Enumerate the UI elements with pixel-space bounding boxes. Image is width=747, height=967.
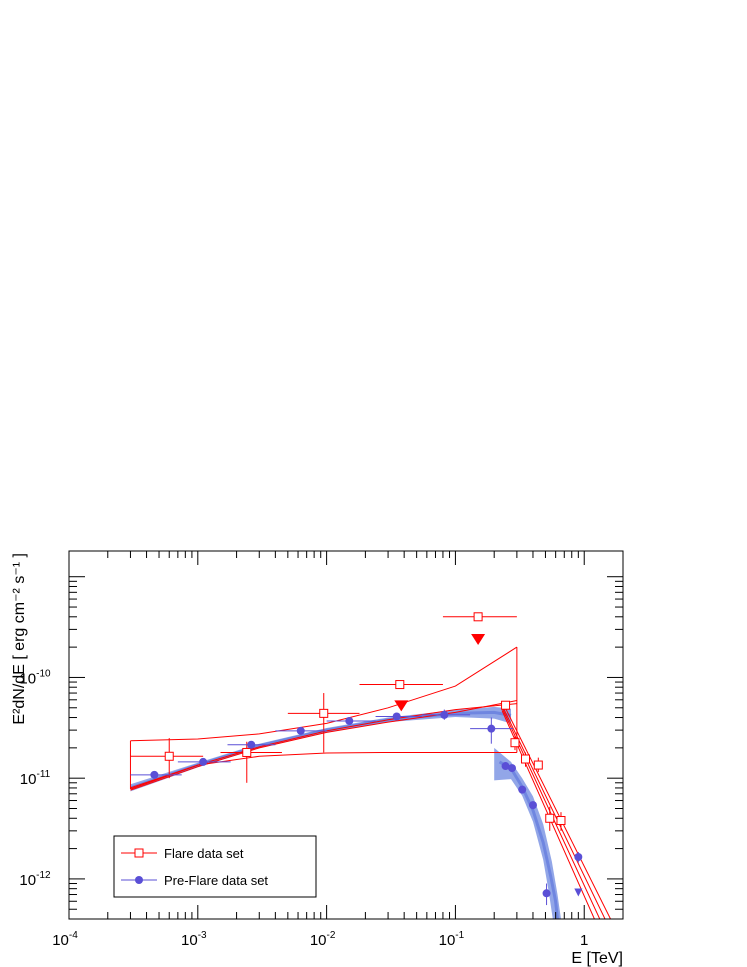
legend-flare-marker xyxy=(134,848,144,858)
preflare-upper-limit-arrow xyxy=(574,888,583,897)
flare-data-point xyxy=(242,747,252,757)
flare-data-point xyxy=(545,813,555,823)
preflare-data-point xyxy=(501,762,510,771)
preflare-data-point xyxy=(440,710,449,719)
axis-ticks xyxy=(68,551,624,920)
preflare-confidence-band xyxy=(130,706,511,792)
flare-data-point xyxy=(510,738,520,748)
plot-frame xyxy=(68,550,624,920)
legend-preflare-marker xyxy=(135,876,143,884)
flare-data-point xyxy=(501,700,511,710)
flare-upper-limit-arrow xyxy=(471,633,486,645)
flare-data-point xyxy=(556,816,566,826)
flare-data-point xyxy=(520,754,530,764)
preflare-data-point xyxy=(345,716,354,725)
legend-preflare-label: Pre-Flare data set xyxy=(164,873,268,888)
flare-data-point xyxy=(164,751,174,761)
flare-data-point xyxy=(473,612,483,622)
preflare-data-point xyxy=(199,757,208,766)
preflare-data-point xyxy=(247,740,256,749)
preflare-data-point xyxy=(392,712,401,721)
flare-upper-limit-arrow xyxy=(394,700,409,712)
preflare-data-point xyxy=(150,770,159,779)
legend: Flare data set Pre-Flare data set xyxy=(113,835,317,898)
preflare-data-point xyxy=(574,853,583,862)
flare-tev-model-line xyxy=(501,701,611,919)
preflare-data-point xyxy=(296,726,305,735)
preflare-data-point xyxy=(518,785,527,794)
y-tick-label: 10-12 xyxy=(19,870,51,889)
x-tick-label: 1 xyxy=(580,932,588,949)
data-points xyxy=(130,612,583,906)
flare-data-point xyxy=(319,708,329,718)
flare-data-point xyxy=(533,760,543,770)
legend-flare-label: Flare data set xyxy=(164,846,244,861)
flare-band-upper-edge xyxy=(130,646,518,742)
y-tick-label: 10-10 xyxy=(19,668,51,687)
flare-data-point xyxy=(395,680,405,690)
preflare-data-point xyxy=(542,889,551,898)
y-tick-label: 10-11 xyxy=(20,769,51,788)
preflare-data-point xyxy=(487,724,496,733)
x-tick-label: 10-1 xyxy=(439,930,465,949)
preflare-data-point xyxy=(528,801,537,810)
x-tick-label: 10-4 xyxy=(52,930,78,949)
x-axis-label: E [TeV] xyxy=(571,950,623,967)
preflare-data-point xyxy=(508,764,517,773)
y-axis-label: E²dN/dE [ erg cm⁻² s⁻¹ ] xyxy=(11,553,28,725)
legend-box xyxy=(113,835,317,898)
x-tick-label: 10-2 xyxy=(310,930,336,949)
flare-model-curve-lower xyxy=(130,700,517,791)
x-tick-label: 10-3 xyxy=(181,930,207,949)
